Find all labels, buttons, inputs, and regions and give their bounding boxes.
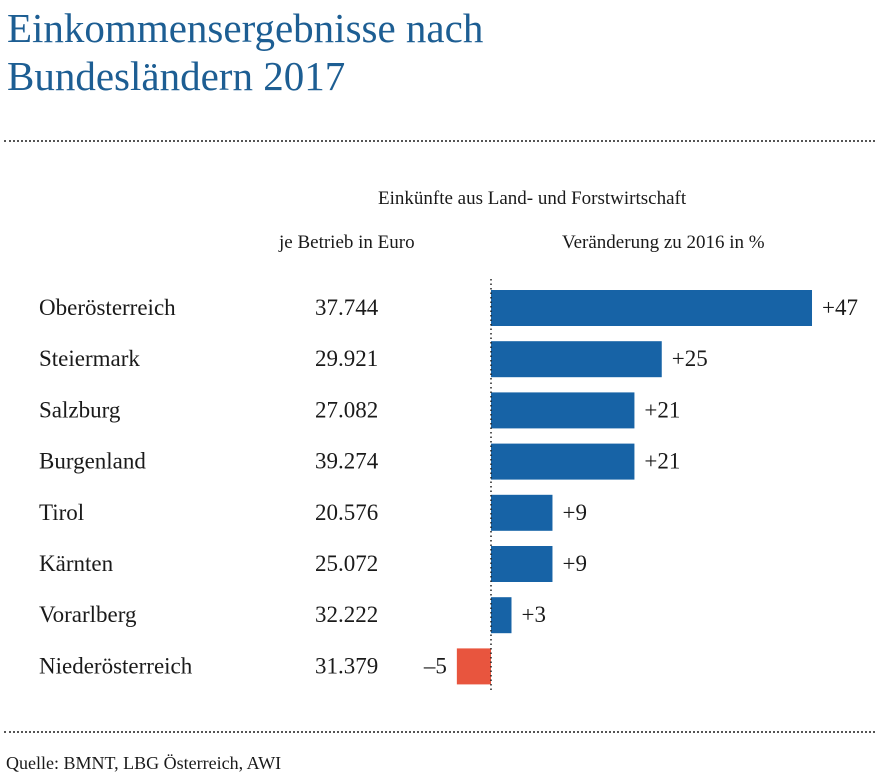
bar <box>491 494 553 531</box>
chart-title-line-2: Bundesländern 2017 <box>7 53 346 99</box>
header-group-label: Einkünfte aus Land- und Forstwirtschaft <box>378 188 687 209</box>
bar-value-label: +47 <box>822 295 858 320</box>
bar-value-label: +21 <box>644 449 680 474</box>
bar-value-label: +9 <box>562 551 586 576</box>
category-label: Steiermark <box>39 346 140 371</box>
category-label: Kärnten <box>39 551 114 576</box>
category-label: Oberösterreich <box>39 295 176 320</box>
bar <box>491 546 553 582</box>
source-note: Quelle: BMNT, LBG Österreich, AWI <box>6 753 282 773</box>
category-label: Salzburg <box>39 397 121 422</box>
bar <box>456 648 491 685</box>
bar-value-label: –5 <box>423 653 447 678</box>
income-value: 27.082 <box>315 397 378 422</box>
income-value: 31.379 <box>315 653 378 678</box>
category-label: Tirol <box>39 500 84 525</box>
bar-value-label: +9 <box>562 500 586 525</box>
bar-value-label: +3 <box>521 602 545 627</box>
bottom-divider <box>4 731 875 733</box>
bar <box>491 290 813 326</box>
bar-value-label: +21 <box>644 397 680 422</box>
top-divider <box>4 140 875 142</box>
category-label: Burgenland <box>39 449 146 474</box>
income-value: 20.576 <box>315 500 378 525</box>
income-value: 25.072 <box>315 551 378 576</box>
header-change-column: Veränderung zu 2016 in % <box>562 232 765 253</box>
header-income-column: je Betrieb in Euro <box>279 232 415 253</box>
bar-value-label: +25 <box>672 346 708 371</box>
category-label: Niederösterreich <box>39 653 193 678</box>
income-value: 39.274 <box>315 449 379 474</box>
bar <box>491 597 512 634</box>
bar <box>491 443 635 480</box>
bar <box>491 392 635 429</box>
income-value: 32.222 <box>315 602 378 627</box>
category-label: Vorarlberg <box>39 602 137 627</box>
income-value: 29.921 <box>315 346 378 371</box>
bar <box>491 341 662 378</box>
chart-title-line-1: Einkommensergebnisse nach <box>7 5 484 51</box>
chart-title: Einkommensergebnisse nach Bundesländern … <box>7 4 483 100</box>
income-value: 37.744 <box>315 295 379 320</box>
